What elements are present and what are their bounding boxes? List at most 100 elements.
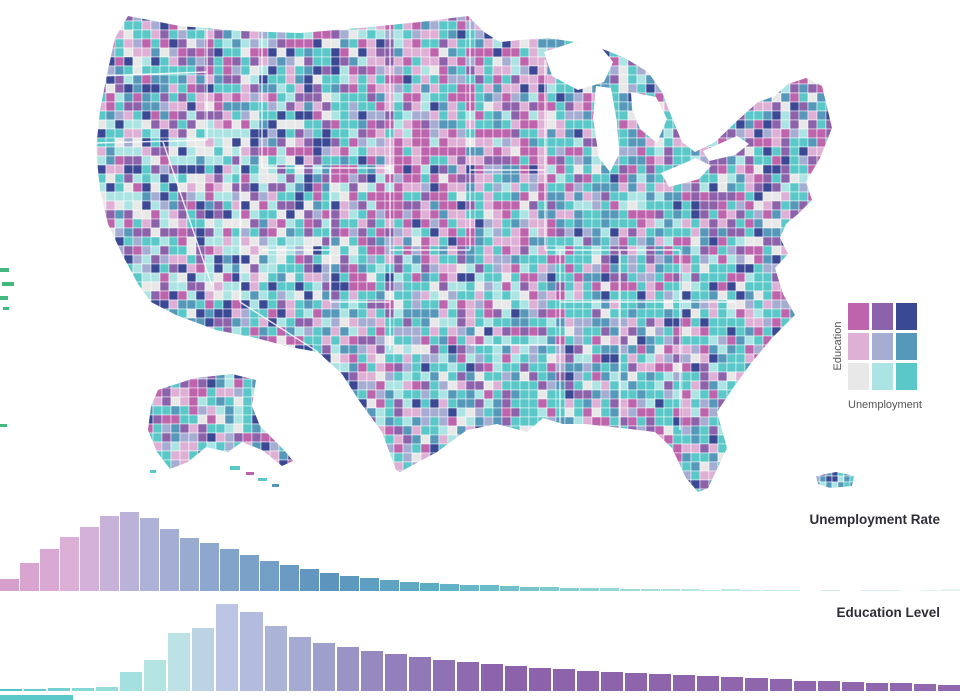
county[interactable] — [438, 155, 449, 166]
county[interactable] — [141, 83, 152, 94]
county[interactable] — [132, 83, 143, 94]
county[interactable] — [393, 407, 404, 418]
county[interactable] — [744, 146, 755, 157]
county[interactable] — [726, 119, 737, 130]
county[interactable] — [501, 488, 512, 498]
county[interactable] — [132, 362, 143, 373]
county[interactable] — [285, 443, 296, 454]
county[interactable] — [807, 335, 818, 346]
county[interactable] — [690, 110, 701, 121]
county[interactable] — [168, 83, 179, 94]
county[interactable] — [375, 380, 386, 391]
county[interactable] — [645, 353, 656, 364]
county[interactable] — [303, 353, 314, 364]
county[interactable] — [429, 146, 440, 157]
county[interactable] — [456, 317, 467, 328]
county[interactable] — [645, 146, 656, 157]
county[interactable] — [807, 299, 818, 310]
county[interactable] — [735, 317, 746, 328]
county[interactable] — [240, 452, 251, 463]
county[interactable] — [510, 371, 521, 382]
county[interactable] — [276, 236, 287, 247]
county[interactable] — [528, 326, 539, 337]
county[interactable] — [474, 236, 485, 247]
county[interactable] — [438, 353, 449, 364]
county[interactable] — [645, 461, 656, 472]
county[interactable] — [429, 479, 440, 490]
county[interactable] — [798, 245, 809, 256]
county[interactable] — [555, 443, 566, 454]
county[interactable] — [294, 434, 305, 445]
county[interactable] — [375, 20, 386, 31]
county[interactable] — [717, 245, 728, 256]
county[interactable] — [763, 498, 772, 507]
county[interactable] — [150, 290, 161, 301]
county[interactable] — [339, 344, 350, 355]
county[interactable] — [438, 425, 449, 436]
county[interactable] — [197, 370, 208, 380]
county[interactable] — [672, 38, 683, 49]
county[interactable] — [276, 407, 287, 418]
county[interactable] — [717, 416, 728, 427]
county[interactable] — [438, 263, 449, 274]
county[interactable] — [807, 488, 818, 498]
county[interactable] — [141, 164, 152, 175]
alaska-islands[interactable] — [150, 466, 279, 487]
county[interactable] — [366, 389, 377, 400]
county[interactable] — [438, 92, 449, 103]
county[interactable] — [835, 66, 844, 75]
county[interactable] — [222, 245, 233, 256]
county[interactable] — [837, 475, 845, 483]
county[interactable] — [654, 488, 665, 498]
county[interactable] — [546, 488, 557, 498]
county[interactable] — [627, 119, 638, 130]
county[interactable] — [195, 488, 206, 498]
county[interactable] — [114, 479, 125, 490]
county[interactable] — [501, 227, 512, 238]
county[interactable] — [330, 218, 341, 229]
county[interactable] — [465, 380, 476, 391]
county[interactable] — [600, 182, 611, 193]
county[interactable] — [483, 20, 494, 31]
county[interactable] — [627, 200, 638, 211]
county[interactable] — [645, 434, 656, 445]
county[interactable] — [780, 425, 791, 436]
county[interactable] — [267, 47, 278, 58]
county[interactable] — [492, 20, 503, 31]
county[interactable] — [835, 93, 844, 102]
histogram-bar[interactable] — [192, 628, 215, 691]
county[interactable] — [726, 92, 737, 103]
county[interactable] — [735, 353, 746, 364]
county[interactable] — [231, 479, 242, 490]
county[interactable] — [726, 191, 737, 202]
histogram-bar[interactable] — [240, 555, 260, 591]
county[interactable] — [213, 263, 224, 274]
county[interactable] — [816, 416, 827, 427]
county[interactable] — [744, 200, 755, 211]
county[interactable] — [285, 290, 296, 301]
county[interactable] — [258, 65, 269, 76]
county[interactable] — [609, 380, 620, 391]
county[interactable] — [645, 209, 656, 220]
county[interactable] — [501, 92, 512, 103]
county[interactable] — [762, 92, 773, 103]
county[interactable] — [267, 65, 278, 76]
county[interactable] — [222, 200, 233, 211]
county[interactable] — [465, 434, 476, 445]
county[interactable] — [448, 498, 457, 507]
county[interactable] — [474, 371, 485, 382]
county[interactable] — [816, 164, 827, 175]
county[interactable] — [402, 92, 413, 103]
county[interactable] — [357, 65, 368, 76]
county[interactable] — [240, 38, 251, 49]
county[interactable] — [114, 263, 125, 274]
county[interactable] — [339, 452, 350, 463]
county[interactable] — [330, 398, 341, 409]
county[interactable] — [483, 227, 494, 238]
county[interactable] — [699, 83, 710, 94]
county[interactable] — [528, 425, 539, 436]
county[interactable] — [600, 434, 611, 445]
county[interactable] — [249, 12, 260, 22]
county[interactable] — [114, 182, 125, 193]
county[interactable] — [753, 92, 764, 103]
